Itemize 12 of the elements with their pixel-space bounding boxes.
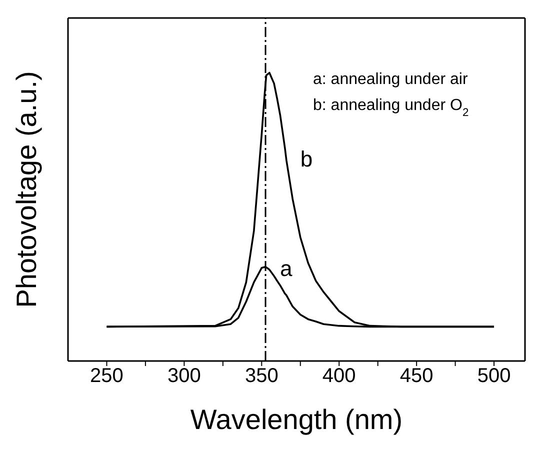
x-tick-label: 250 [90,365,124,388]
x-tick-label: 450 [400,365,434,388]
annotation: a: annealing under air [313,71,468,88]
series-label: b [300,146,313,172]
x-tick-label: 300 [168,365,201,388]
x-tick-label: 500 [477,365,511,388]
x-tick-label: 400 [322,365,356,388]
annotation: b: annealing under O$_{2}$ [313,97,469,119]
x-tick-label: 350 [244,365,278,388]
series-label: a [280,256,294,281]
y-axis-title: Photovoltage (a.u.) [10,71,42,308]
x-axis-title: Wavelength (nm) [190,404,403,435]
